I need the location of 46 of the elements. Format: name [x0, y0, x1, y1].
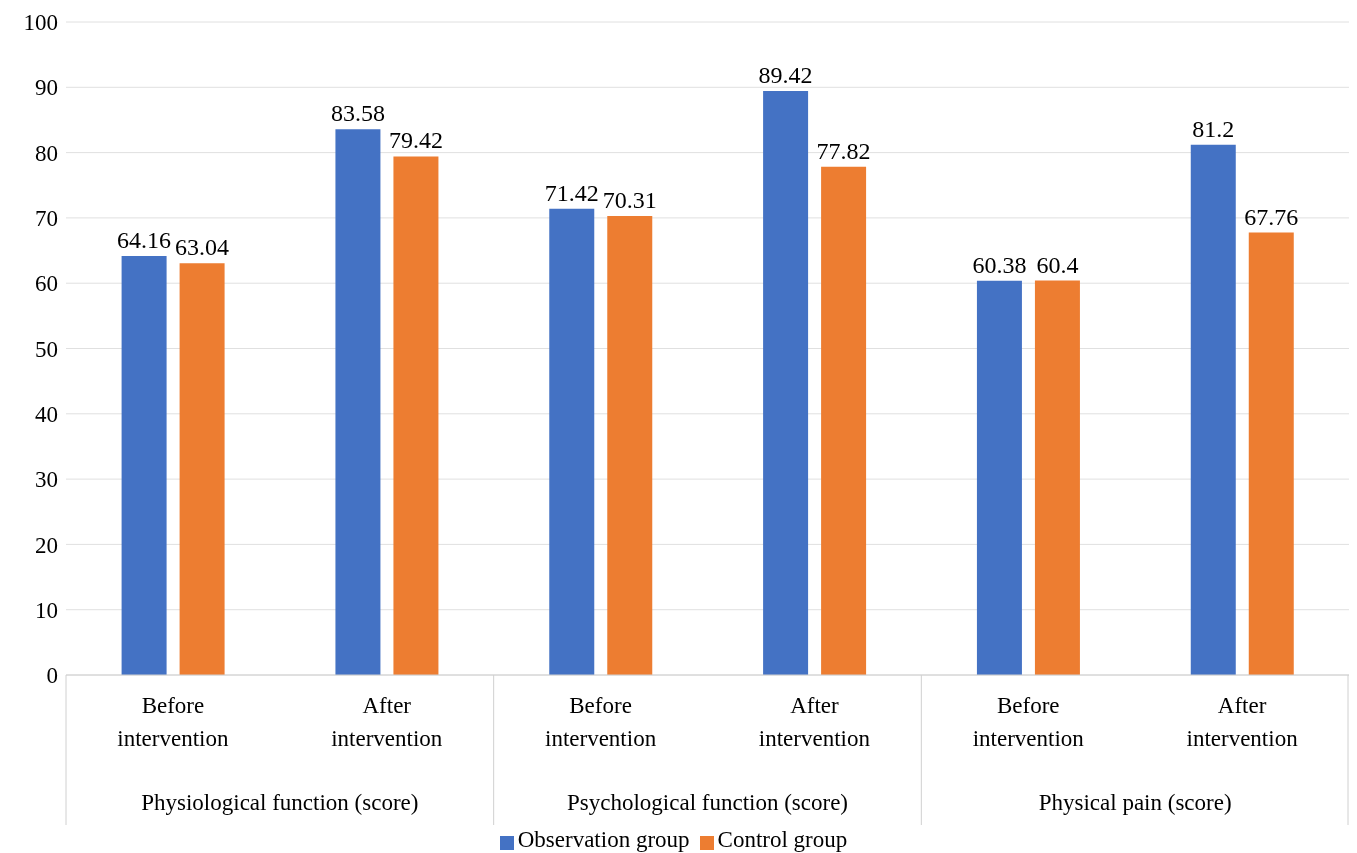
bar — [1034, 280, 1080, 675]
x-tick-label: Before intervention — [545, 693, 657, 751]
bar — [393, 156, 439, 675]
y-tick-label: 90 — [35, 75, 58, 101]
y-tick-label: 70 — [35, 206, 58, 232]
y-tick-label: 60 — [35, 271, 58, 297]
bar — [179, 263, 225, 675]
bar — [976, 280, 1022, 675]
data-label: 71.42 — [544, 179, 599, 206]
bar — [335, 129, 381, 675]
data-label: 79.42 — [388, 127, 443, 154]
text: Psychological function (score) — [566, 790, 849, 815]
data-label: 81.2 — [1192, 115, 1235, 142]
data-label: 83.58 — [330, 100, 385, 127]
y-tick-label: 10 — [35, 597, 58, 623]
data-label: 89.42 — [758, 62, 813, 89]
y-tick-label: 50 — [35, 336, 58, 362]
bar — [549, 208, 595, 675]
y-tick-label: 20 — [35, 532, 58, 558]
data-label: 63.04 — [175, 234, 230, 261]
y-tick-label: 40 — [35, 401, 58, 427]
bar — [763, 91, 809, 675]
x-tick-label: After intervention — [758, 693, 871, 751]
bar — [821, 166, 867, 675]
y-tick-label: 0 — [46, 663, 58, 689]
x-tick-label: After intervention — [331, 693, 443, 751]
legend-label: Observation group — [517, 827, 690, 852]
data-label: 70.31 — [602, 186, 657, 213]
text: Physical pain (score) — [1038, 790, 1232, 815]
data-label: 60.38 — [972, 251, 1027, 278]
y-tick-label: 80 — [35, 140, 58, 166]
y-tick-label: 30 — [35, 467, 58, 493]
bar — [121, 256, 167, 675]
x-tick-label: After intervention — [1186, 693, 1299, 751]
x-tick-label: Before intervention — [972, 693, 1085, 751]
bar — [1248, 232, 1294, 675]
text: Physiological function (score) — [141, 790, 419, 815]
data-label: 60.4 — [1036, 251, 1079, 278]
data-label: 64.16 — [117, 227, 172, 254]
x-tick-label: Before intervention — [117, 693, 229, 751]
data-label: 77.82 — [816, 137, 871, 164]
legend-label: Control group — [717, 827, 848, 852]
bar — [1190, 144, 1236, 675]
data-label: 67.76 — [1244, 203, 1299, 230]
bar — [607, 215, 653, 675]
y-tick-label: 100 — [23, 10, 58, 36]
